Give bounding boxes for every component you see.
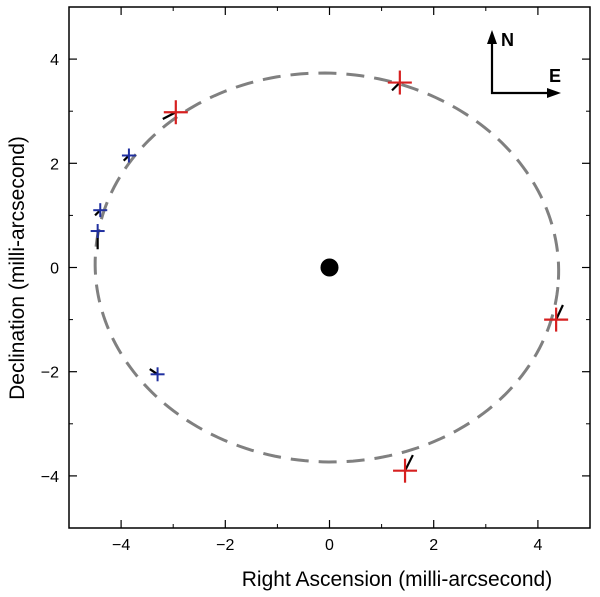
x-tick-label-2: 0: [325, 537, 334, 554]
x-tick-label-0: −4: [112, 537, 130, 554]
orbit-layer: [93, 71, 561, 464]
x-tick-label-4: 4: [533, 537, 542, 554]
north-arrow-head: [487, 30, 497, 44]
plot-frame: [68, 6, 591, 529]
y-tick-label-2: 0: [50, 261, 59, 278]
central-star: [320, 258, 339, 277]
y-axis-title: Declination (milli-arcsecond): [6, 136, 29, 400]
east-arrow-head: [547, 88, 561, 98]
y-tick-label-3: 2: [50, 156, 59, 173]
red-residual-0: [391, 81, 401, 92]
x-axis-title: Right Ascension (milli-arcsecond): [242, 568, 552, 591]
y-tick-label-4: 4: [50, 52, 59, 69]
red-residual-2: [555, 304, 564, 321]
red-residual-3: [404, 454, 414, 472]
x-tick-label-1: −2: [216, 537, 234, 554]
y-tick-label-1: −2: [41, 365, 59, 382]
points-layer: [90, 70, 569, 483]
x-tick-label-3: 2: [429, 537, 438, 554]
east-label: E: [549, 66, 561, 86]
y-tick-label-0: −4: [41, 469, 59, 486]
orbit-ellipse: [93, 71, 561, 464]
compass: N E: [487, 30, 561, 98]
north-label: N: [501, 30, 514, 50]
ticks-layer: −4 −2 0 2 4 −4 −2 0 2 4: [41, 7, 590, 554]
red-residual-1: [162, 111, 177, 120]
